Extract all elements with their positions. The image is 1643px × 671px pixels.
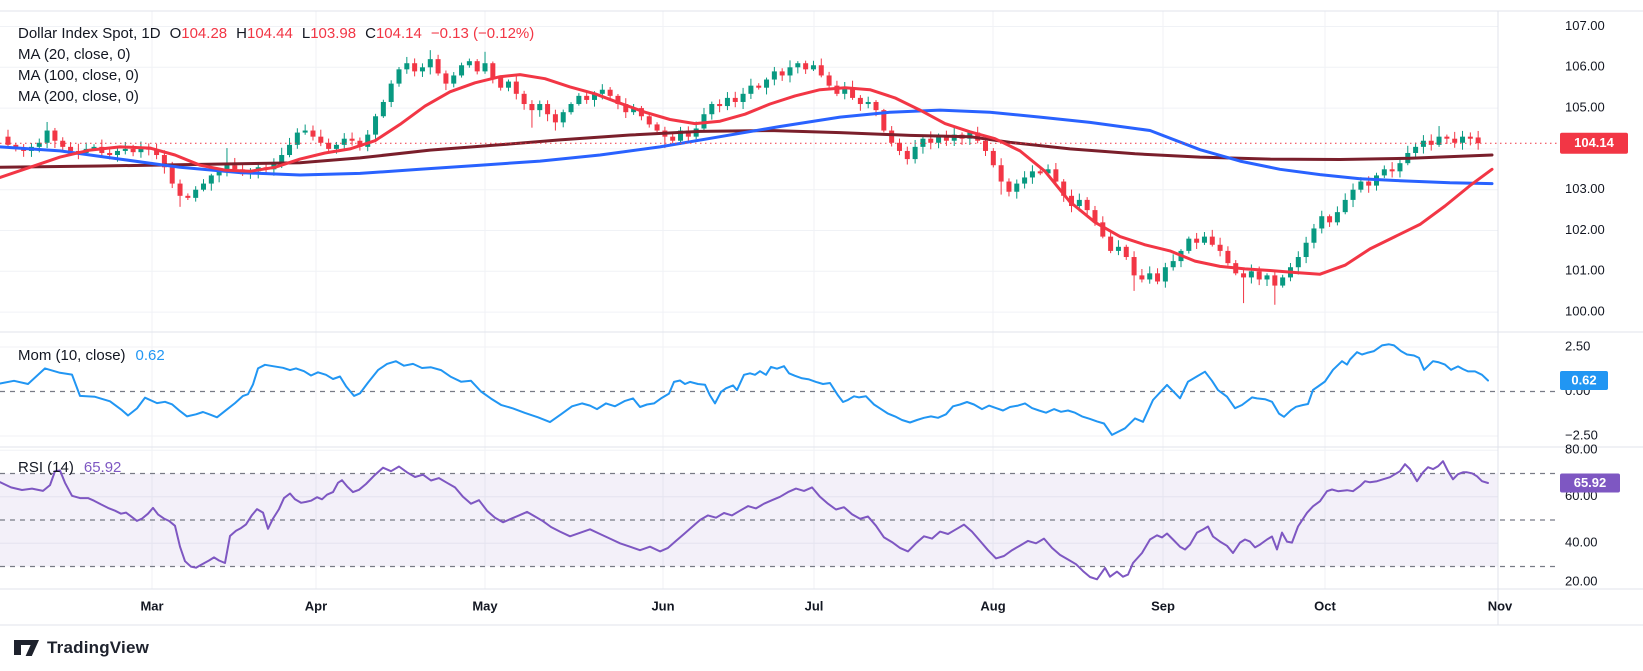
svg-text:Apr: Apr bbox=[305, 598, 327, 613]
svg-text:40.00: 40.00 bbox=[1565, 535, 1598, 550]
rsi-value: 65.92 bbox=[83, 459, 122, 476]
svg-text:107.00: 107.00 bbox=[1565, 18, 1605, 33]
time-axis[interactable]: Mar Apr May Jun Jul Aug Sep Oct Nov bbox=[140, 598, 1513, 613]
svg-text:104.14: 104.14 bbox=[1574, 135, 1615, 150]
svg-text:May: May bbox=[472, 598, 498, 613]
svg-text:Mar: Mar bbox=[140, 598, 163, 613]
svg-text:2.50: 2.50 bbox=[1565, 338, 1590, 353]
momentum-label[interactable]: Mom (10, close) bbox=[18, 347, 126, 364]
price-axis[interactable]: 107.00 106.00 105.00 103.00 102.00 101.00 100.… bbox=[1565, 18, 1605, 589]
tradingview-logo[interactable]: TradingView bbox=[13, 638, 149, 658]
svg-text:102.00: 102.00 bbox=[1565, 222, 1605, 237]
ma100-line bbox=[0, 129, 1494, 169]
svg-text:Oct: Oct bbox=[1314, 598, 1336, 613]
momentum-value-badge: 0.62 bbox=[1560, 370, 1608, 390]
svg-text:80.00: 80.00 bbox=[1565, 442, 1598, 457]
svg-text:0.62: 0.62 bbox=[1571, 372, 1596, 387]
tradingview-logo-icon bbox=[14, 640, 39, 656]
momentum-line bbox=[0, 343, 1489, 436]
last-price-badge: 104.14 bbox=[1560, 132, 1628, 154]
rsi-label[interactable]: RSI (14) bbox=[18, 459, 74, 476]
svg-text:101.00: 101.00 bbox=[1565, 263, 1605, 278]
tradingview-logo-text: TradingView bbox=[47, 638, 150, 657]
svg-text:106.00: 106.00 bbox=[1565, 59, 1605, 74]
svg-text:Nov: Nov bbox=[1488, 598, 1513, 613]
momentum-legend[interactable]: Mom (10, close) 0.62 bbox=[18, 347, 165, 364]
rsi-legend[interactable]: RSI (14) 65.92 bbox=[18, 459, 121, 476]
svg-text:105.00: 105.00 bbox=[1565, 100, 1605, 115]
ma200-line bbox=[0, 108, 1494, 186]
rsi-value-badge: 65.92 bbox=[1560, 473, 1620, 493]
rsi-line bbox=[0, 460, 1489, 581]
ma20-line bbox=[0, 73, 1494, 276]
svg-text:65.92: 65.92 bbox=[1574, 475, 1607, 490]
gridlines bbox=[0, 11, 1498, 589]
svg-text:103.00: 103.00 bbox=[1565, 181, 1605, 196]
pane-borders bbox=[0, 10, 1643, 626]
svg-text:−2.50: −2.50 bbox=[1565, 427, 1598, 442]
svg-text:20.00: 20.00 bbox=[1565, 573, 1598, 588]
svg-text:Aug: Aug bbox=[980, 598, 1005, 613]
svg-text:Sep: Sep bbox=[1151, 598, 1175, 613]
svg-text:Jul: Jul bbox=[805, 598, 824, 613]
svg-text:100.00: 100.00 bbox=[1565, 304, 1605, 319]
svg-text:Jun: Jun bbox=[651, 598, 674, 613]
candlestick-series[interactable] bbox=[5, 50, 1481, 305]
momentum-value: 0.62 bbox=[135, 347, 165, 364]
